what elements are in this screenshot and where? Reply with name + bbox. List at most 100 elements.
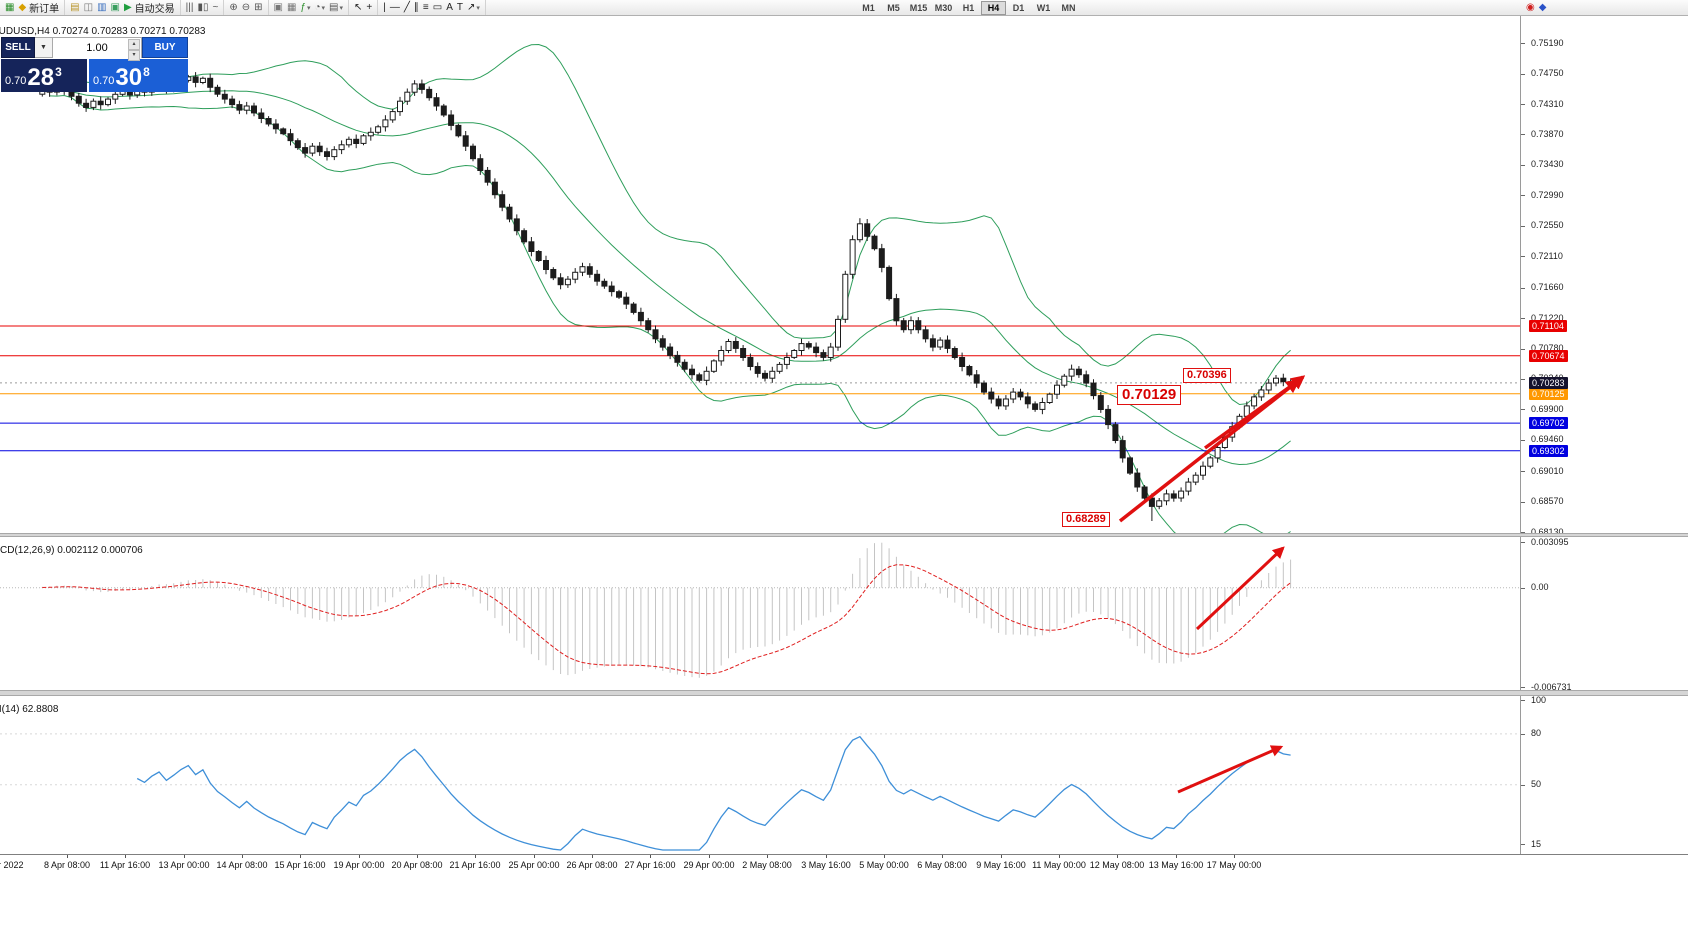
terminal-icon[interactable]: ▣ (110, 1, 120, 13)
price-scale-tick: 0.72550 (1531, 220, 1564, 231)
market-watch-icon[interactable]: ▥ (97, 1, 107, 13)
grid-icon[interactable]: ▦ (286, 1, 297, 13)
price-annotation[interactable]: 0.70396 (1183, 368, 1231, 383)
macd-scale-tick: 0.003095 (1531, 536, 1569, 547)
profiles-icon[interactable]: ▤ (70, 1, 80, 13)
trend-arrows[interactable] (1118, 375, 1306, 523)
sell-price-display[interactable]: 0.70 28 3 (1, 59, 87, 92)
macd-scale-tick: 0.00 (1531, 582, 1549, 593)
templates-icon[interactable]: ▤ ▾ (329, 1, 344, 13)
price-chart-canvas[interactable] (0, 16, 1520, 533)
time-axis-tick (1176, 855, 1177, 858)
price-scale-tick: 0.75190 (1531, 37, 1564, 48)
time-axis-label: 19 Apr 00:00 (333, 860, 385, 870)
timeframe-w1-button[interactable]: W1 (1036, 3, 1051, 13)
time-axis[interactable]: Apr 2022 8 Apr 08:00 11 Apr 16:00 13 Apr 0… (0, 854, 1688, 874)
time-axis-tick (359, 855, 360, 858)
auto-arrange-icon[interactable]: ▣ (273, 1, 283, 13)
text-label-icon[interactable]: T (456, 1, 463, 13)
horizontal-line-icon[interactable]: — (389, 1, 400, 13)
time-axis-tick (1001, 855, 1002, 858)
price-alert-icon[interactable]: ◉ (1526, 2, 1535, 13)
arrows-tool-icon[interactable]: ↗ ▾ (466, 1, 480, 13)
current-price-badge: 0.70283 (1529, 376, 1568, 389)
rsi-scale-tick: 80 (1531, 728, 1542, 739)
buy-price-pips: 30 (115, 64, 143, 91)
new-chart-icon[interactable]: ▦ (5, 1, 15, 13)
price-level-badge: 0.69702 (1529, 417, 1568, 430)
scale-tick-mark (1521, 687, 1525, 688)
indicators-icon[interactable]: ƒ ▾ (300, 1, 311, 13)
autotrading-button[interactable]: ▶ 自动交易 (123, 1, 175, 16)
timeframe-toolbar: M1 M5 M15 M30 H1 H4 D1 W1 MN (856, 1, 1081, 15)
price-scale[interactable]: 0.75190 0.74750 0.74310 0.73870 0.73430 0.729… (1521, 0, 1688, 936)
time-axis-label: 15 Apr 16:00 (274, 860, 326, 870)
timeframe-m5-button[interactable]: M5 (887, 3, 900, 13)
rsi-line (136, 735, 1291, 851)
crosshair-icon[interactable]: + (366, 1, 373, 13)
price-scale-tick: 0.72110 (1531, 250, 1563, 261)
line-chart-icon[interactable]: ~ (212, 1, 219, 13)
time-axis-tick (125, 855, 126, 858)
zoom-in-icon[interactable]: ⊕ (229, 1, 238, 13)
time-axis-label: 2 May 08:00 (742, 860, 792, 870)
buy-button[interactable]: BUY (142, 37, 188, 58)
indicator-windows-icon[interactable]: ◔ ▾ (314, 1, 326, 13)
price-annotation[interactable]: 0.68289 (1062, 512, 1110, 527)
candles-chart-icon[interactable]: ▮▯ (197, 1, 209, 13)
text-icon[interactable]: A (446, 1, 453, 13)
new-order-button[interactable]: ◆ 新订单 (18, 1, 60, 16)
rsi-header-wrap: RSI(14) 62.8808 (0, 699, 150, 717)
rsi-scale-tick: 15 (1531, 838, 1542, 849)
shapes-icon[interactable]: ▭ (432, 1, 443, 13)
volume-input[interactable] (53, 38, 141, 58)
rsi-panel-canvas[interactable] (0, 696, 1520, 854)
panel-splitter-rsi[interactable] (0, 690, 1688, 696)
timeframe-m1-button[interactable]: M1 (862, 3, 875, 13)
timeframe-mn-button[interactable]: MN (1061, 3, 1076, 13)
timeframe-m15-button[interactable]: M15 (909, 3, 928, 13)
price-scale-tick: 0.74310 (1531, 98, 1564, 109)
scale-tick-mark (1521, 587, 1525, 589)
timeframe-m30-button[interactable]: M30 (934, 3, 953, 13)
scale-tick-mark (1521, 844, 1525, 845)
price-annotation[interactable]: 0.70129 (1117, 385, 1182, 405)
time-axis-label: 11 Apr 16:00 (99, 860, 151, 870)
volume-decrease-button[interactable]: ▾ (128, 50, 140, 61)
macd-histogram (41, 542, 1292, 678)
bars-chart-icon[interactable]: ||| (185, 1, 194, 13)
time-axis-label: 3 May 16:00 (801, 860, 851, 870)
channel-icon[interactable]: ∥ (413, 1, 419, 13)
price-scale-tick: 0.71220 (1531, 312, 1564, 323)
buy-price-display[interactable]: 0.70 30 8 (89, 59, 188, 92)
vertical-line-icon[interactable]: | (383, 1, 386, 13)
sell-button[interactable]: SELL (1, 37, 35, 58)
horizontal-level-lines[interactable] (0, 325, 1520, 452)
volume-field-wrap: ▴ ▾ (53, 37, 142, 61)
buy-price-point: 8 (143, 65, 150, 79)
timeframe-h1-button[interactable]: H1 (962, 3, 975, 13)
price-scale-tick: 0.72990 (1531, 189, 1564, 200)
zoom-out-icon[interactable]: ⊖ (241, 1, 251, 13)
macd-panel-canvas[interactable] (0, 537, 1520, 690)
macd-trend-arrow (1195, 546, 1285, 631)
timeframe-d1-button[interactable]: D1 (1012, 3, 1025, 13)
history-center-icon[interactable]: ◫ (83, 1, 94, 13)
toolbar-right-icons: ◉ ◆ (1524, 1, 1548, 15)
trendline-icon[interactable]: ╱ (403, 1, 410, 13)
price-scale-tick: 0.71660 (1531, 282, 1564, 292)
time-axis-tick (184, 855, 185, 858)
order-dropdown-button[interactable]: ▼ (35, 37, 53, 58)
tile-windows-icon[interactable]: ⊞ (254, 1, 263, 13)
scale-tick-mark (1521, 542, 1525, 543)
panel-splitter-macd[interactable] (0, 533, 1688, 537)
fibonacci-icon[interactable]: ≡ (422, 1, 429, 13)
macd-header-wrap: MACD(12,26,9) 0.002112 0.000706 (0, 540, 230, 558)
community-icon[interactable]: ◆ (1538, 2, 1547, 13)
buy-price-prefix: 0.70 (93, 75, 115, 87)
volume-increase-button[interactable]: ▴ (128, 39, 140, 50)
cursor-icon[interactable]: ↖ (354, 1, 363, 13)
timeframe-h4-button[interactable]: H4 (981, 1, 1006, 15)
time-axis-tick (767, 855, 768, 858)
time-axis-label: 27 Apr 16:00 (624, 860, 676, 870)
